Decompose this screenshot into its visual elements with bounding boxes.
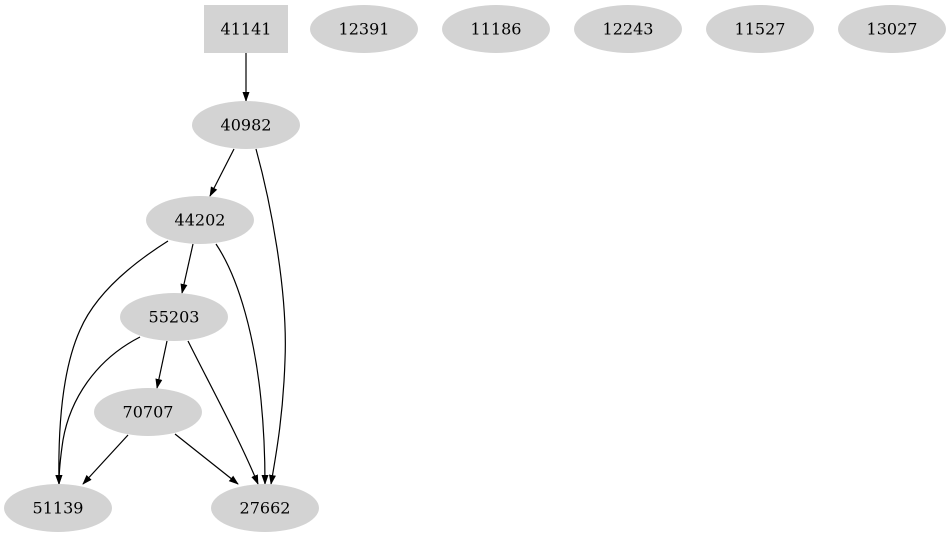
node-41141[interactable]: 41141 [204, 5, 288, 53]
edge-44202-27662 [215, 243, 269, 485]
node-label: 70707 [123, 403, 174, 422]
edge-44202-55203 [180, 243, 194, 294]
edge-40982-44202 [209, 148, 235, 197]
node-label: 11186 [471, 20, 522, 39]
node-label: 12243 [603, 20, 654, 39]
edge-44202-51139 [55, 240, 169, 485]
edge-55203-27662 [187, 340, 259, 485]
node-11527[interactable]: 11527 [706, 5, 814, 53]
node-ellipse-shape [310, 5, 418, 53]
node-ellipse-shape [574, 5, 682, 53]
node-label: 12391 [339, 20, 390, 39]
node-ellipse-shape [120, 293, 228, 341]
edge-70707-27662 [174, 433, 239, 485]
node-ellipse-shape [4, 484, 112, 532]
node-51139[interactable]: 51139 [4, 484, 112, 532]
node-ellipse-shape [838, 5, 946, 53]
node-label: 40982 [221, 116, 272, 135]
node-12391[interactable]: 12391 [310, 5, 418, 53]
node-label: 55203 [149, 308, 200, 327]
node-ellipse-shape [94, 388, 202, 436]
edge-70707-51139 [82, 434, 129, 485]
node-ellipse-shape [706, 5, 814, 53]
node-label: 13027 [867, 20, 918, 39]
node-ellipse-shape [211, 484, 319, 532]
node-ellipse-shape [146, 196, 254, 244]
node-label: 27662 [240, 499, 291, 518]
node-label: 11527 [735, 20, 786, 39]
edge-55203-51139 [55, 336, 141, 485]
edge-55203-70707 [155, 340, 168, 389]
node-ellipse-shape [192, 101, 300, 149]
node-55203[interactable]: 55203 [120, 293, 228, 341]
node-ellipse-shape [442, 5, 550, 53]
node-box-shape [204, 5, 288, 53]
node-44202[interactable]: 44202 [146, 196, 254, 244]
node-13027[interactable]: 13027 [838, 5, 946, 53]
node-27662[interactable]: 27662 [211, 484, 319, 532]
edge-40982-27662 [255, 148, 286, 485]
node-70707[interactable]: 70707 [94, 388, 202, 436]
node-12243[interactable]: 12243 [574, 5, 682, 53]
node-label: 44202 [175, 211, 226, 230]
node-label: 41141 [221, 20, 272, 39]
node-40982[interactable]: 40982 [192, 101, 300, 149]
node-label: 51139 [33, 499, 84, 518]
node-11186[interactable]: 11186 [442, 5, 550, 53]
